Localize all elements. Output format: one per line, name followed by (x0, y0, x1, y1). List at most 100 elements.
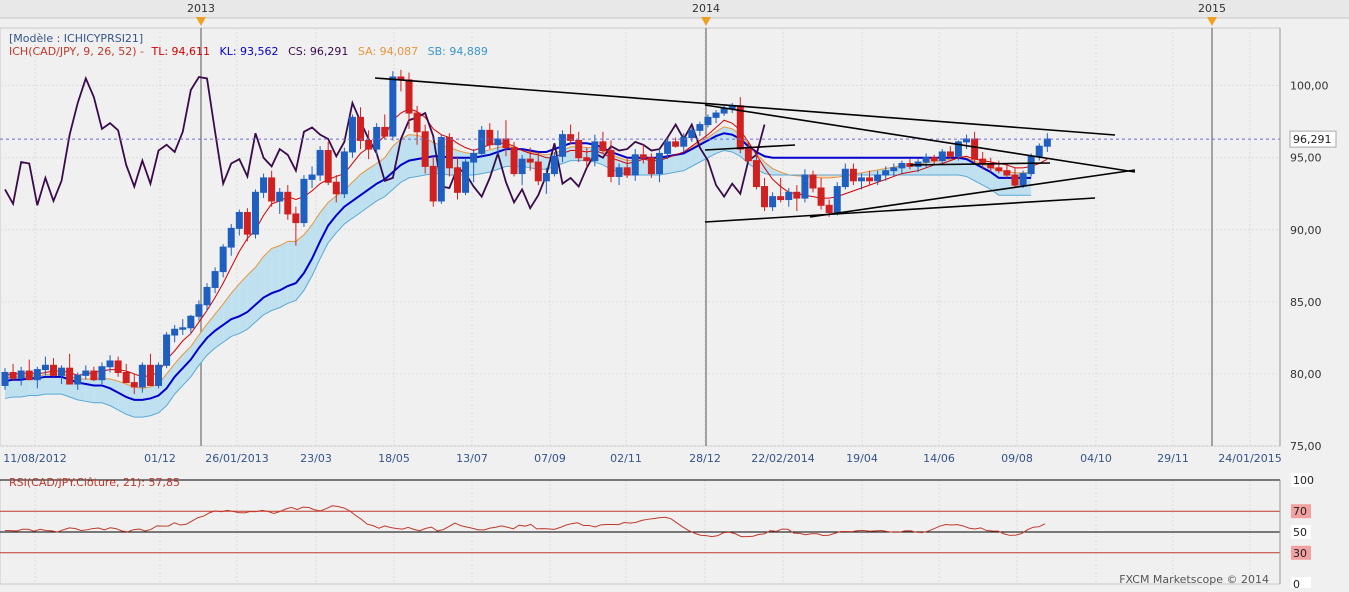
current-price-label: 96,291 (1293, 133, 1332, 146)
candle-body (130, 382, 138, 388)
candle-body (971, 138, 979, 160)
tenkan-value: TL: 94,611 (151, 45, 211, 58)
chikou-span-line (4, 75, 766, 211)
x-tick-label: 24/01/2015 (1218, 452, 1281, 465)
candle-body (849, 168, 857, 182)
candle-body (882, 170, 890, 176)
candle-body (647, 157, 655, 175)
candle-body (631, 154, 639, 176)
trendline (704, 104, 1136, 173)
main-plot-area (0, 27, 1281, 447)
candle-body (179, 327, 187, 330)
rsi-legend: RSI(CAD/JPY.Clôture, 21): 57,85 (9, 476, 180, 489)
candle-body (114, 360, 122, 373)
candle-body (559, 134, 567, 157)
candle-body (1043, 138, 1051, 147)
candle-body (308, 174, 316, 180)
candle-body (90, 370, 98, 381)
candle-body (389, 76, 397, 137)
candle-body (66, 367, 74, 385)
y-tick-label: 80,00 (1290, 368, 1322, 381)
kumo-segment (231, 283, 240, 337)
candle-body (688, 129, 696, 139)
senkou-a-value: SA: 94,087 (357, 45, 419, 58)
y-tick-label: 100,00 (1290, 80, 1329, 93)
candle-body (712, 112, 720, 118)
model-label: [Modèle : ICHICYPRSI21] (9, 32, 144, 45)
footer-credit: FXCM Marketscope © 2014 (1119, 573, 1269, 586)
rsi-tick-label: 70 (1293, 505, 1307, 518)
candle-body (680, 137, 688, 147)
rsi-tick-background (1291, 525, 1311, 539)
kumo-segment (667, 154, 676, 174)
candle-body (106, 360, 114, 368)
kumo-segment (400, 134, 409, 183)
kumo-segment (271, 245, 280, 311)
candle-body (203, 286, 211, 306)
kumo-segment (118, 381, 127, 415)
candle-body (1011, 174, 1019, 186)
kumo-segment (861, 171, 870, 176)
candle-body (599, 141, 607, 152)
x-tick-label: 09/08 (1001, 452, 1033, 465)
candle-body (138, 364, 146, 388)
kumo-segment (312, 212, 321, 276)
candle-body (413, 112, 421, 133)
kumo-segment (675, 152, 684, 173)
candle-body (841, 168, 849, 188)
candle-body (946, 151, 954, 157)
current-price-tag (1289, 130, 1337, 148)
candle-body (429, 165, 437, 202)
candle-body (542, 173, 550, 182)
candle-body (615, 167, 623, 177)
candle-body (664, 141, 672, 154)
kumo-segment (360, 168, 369, 213)
candle-body (954, 141, 962, 157)
candle-body (146, 364, 154, 386)
candle-body (874, 174, 882, 182)
candle-body (720, 108, 728, 114)
kumo-segment (352, 174, 361, 219)
candle-body (696, 124, 704, 131)
candle-body (155, 364, 163, 386)
x-tick-label: 14/06 (923, 452, 955, 465)
x-tick-label: 26/01/2013 (205, 452, 268, 465)
kumo-segment (142, 386, 151, 418)
ichimoku-legend: ICH(CAD/JPY, 9, 26, 52) - TL: 94,611 KL:… (9, 45, 488, 58)
candle-body (381, 126, 389, 137)
trendline (374, 77, 1116, 136)
candle-body (777, 196, 785, 201)
rsi-tick-background (1291, 545, 1311, 560)
ichimoku-prefix: ICH(CAD/JPY, 9, 26, 52) - (9, 45, 144, 58)
candle-body (793, 191, 801, 199)
candle-body (300, 178, 308, 224)
x-tick-label: 28/12 (689, 452, 721, 465)
candle-body (25, 370, 33, 381)
candle-body (453, 167, 461, 193)
candle-body (316, 150, 324, 176)
candle-body (478, 129, 486, 154)
kumo-segment (909, 164, 919, 176)
candle-body (33, 369, 41, 381)
y-tick-label: 85,00 (1290, 296, 1322, 309)
trendline (704, 144, 796, 151)
candle-body (607, 150, 615, 177)
candle-body (1, 371, 9, 386)
candle-body (357, 116, 365, 141)
kumo-segment (239, 275, 248, 334)
candle-body (857, 177, 865, 182)
candle-body (1027, 155, 1035, 175)
y-tick-label: 75,00 (1290, 440, 1322, 453)
kumo-segment (255, 256, 264, 323)
candle-body (219, 246, 227, 273)
x-tick-label: 02/11 (610, 452, 642, 465)
kumo-segment (21, 375, 30, 397)
kumo-segment (110, 378, 119, 410)
senkou-span-b-line (4, 150, 1032, 418)
candle-body (227, 227, 235, 248)
candle-body (744, 148, 752, 162)
candle-body (276, 191, 284, 202)
candle-body (373, 126, 381, 150)
rsi-line (4, 505, 1046, 538)
candle-body (526, 158, 534, 163)
